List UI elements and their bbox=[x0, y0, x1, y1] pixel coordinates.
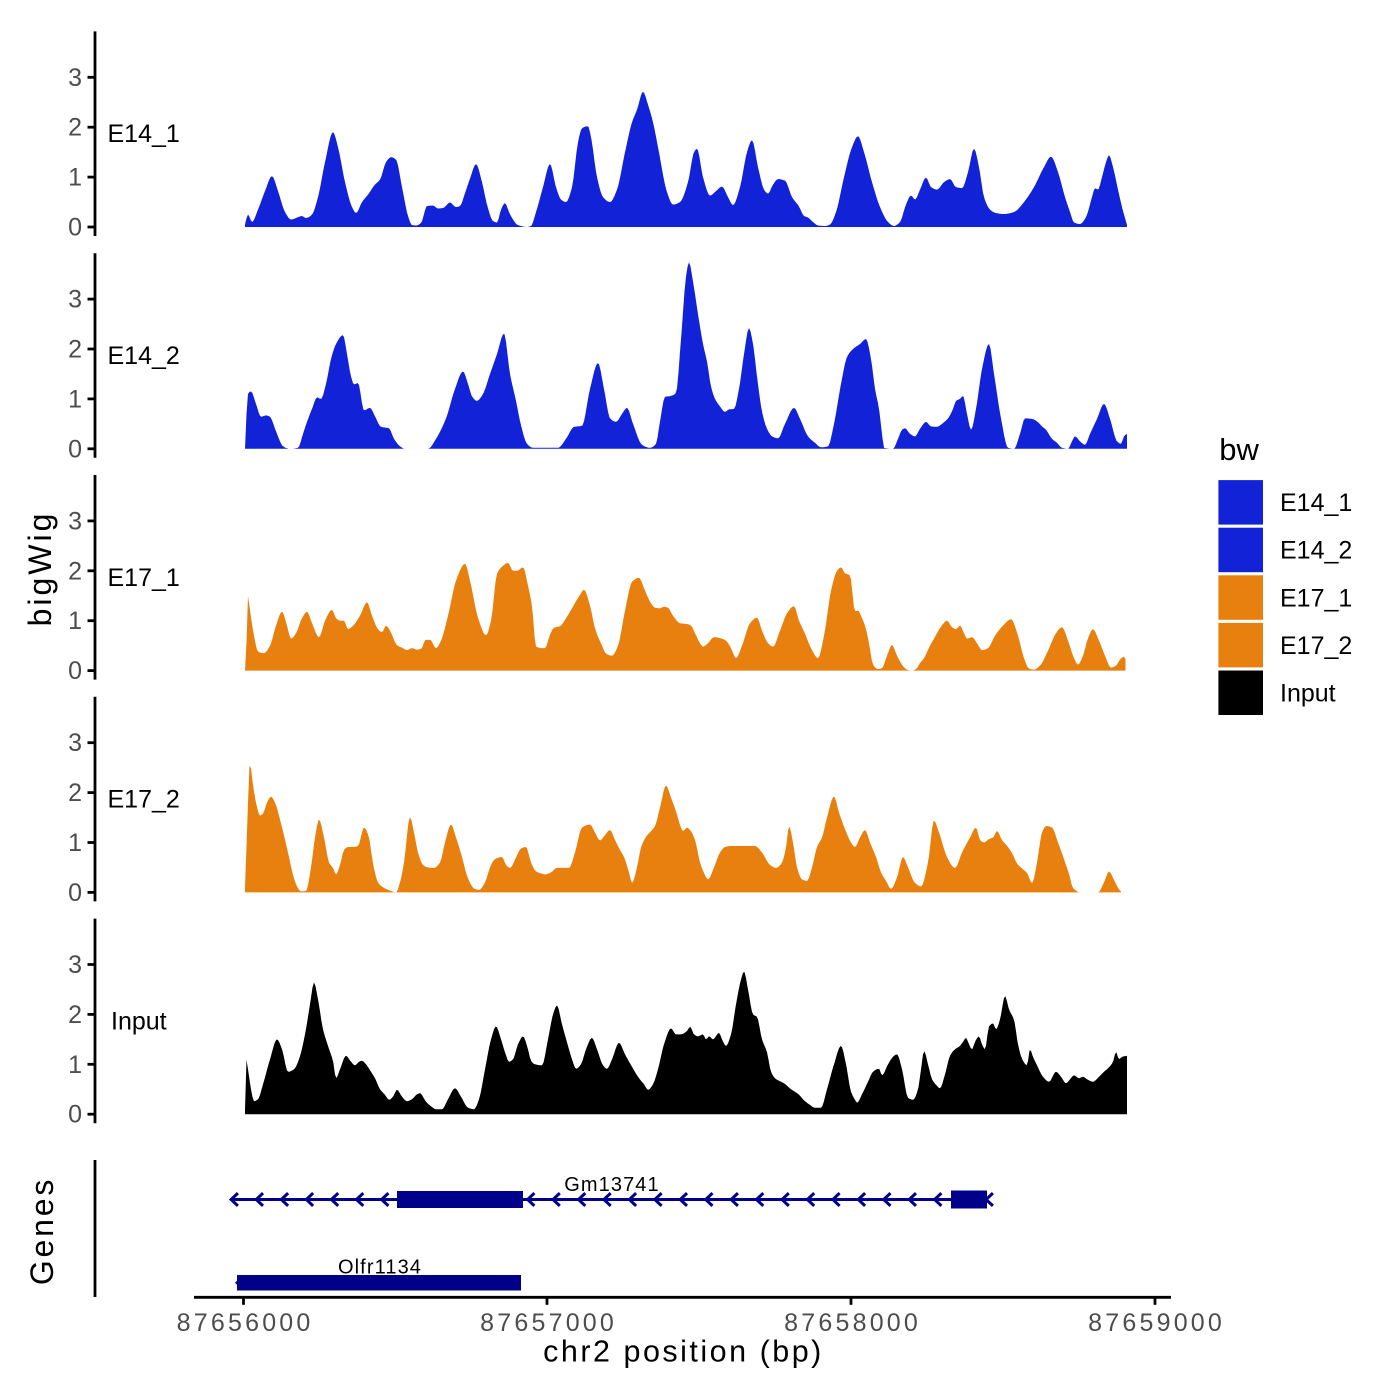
svg-text:87657000: 87657000 bbox=[480, 1309, 617, 1337]
svg-text:2: 2 bbox=[68, 336, 82, 364]
svg-text:2: 2 bbox=[68, 114, 82, 142]
svg-text:87658000: 87658000 bbox=[784, 1309, 921, 1337]
svg-text:Olfr1134: Olfr1134 bbox=[338, 1257, 422, 1279]
svg-text:0: 0 bbox=[68, 214, 82, 242]
svg-text:1: 1 bbox=[68, 1051, 82, 1079]
svg-text:87659000: 87659000 bbox=[1088, 1309, 1225, 1337]
svg-text:E14_1: E14_1 bbox=[108, 120, 180, 148]
svg-text:E14_2: E14_2 bbox=[1280, 537, 1352, 565]
svg-text:E14_1: E14_1 bbox=[1280, 489, 1352, 517]
svg-text:0: 0 bbox=[68, 879, 82, 907]
svg-text:bw: bw bbox=[1219, 432, 1259, 467]
svg-text:Input: Input bbox=[1280, 680, 1336, 708]
svg-text:E17_2: E17_2 bbox=[1280, 632, 1352, 660]
svg-text:1: 1 bbox=[68, 607, 82, 635]
svg-text:E14_2: E14_2 bbox=[108, 342, 180, 370]
svg-text:2: 2 bbox=[68, 557, 82, 585]
svg-text:3: 3 bbox=[68, 64, 82, 92]
svg-text:1: 1 bbox=[68, 164, 82, 192]
svg-text:0: 0 bbox=[68, 435, 82, 463]
svg-text:1: 1 bbox=[68, 385, 82, 413]
svg-text:2: 2 bbox=[68, 1001, 82, 1029]
svg-text:E17_1: E17_1 bbox=[1280, 584, 1352, 612]
svg-text:E17_1: E17_1 bbox=[108, 564, 180, 592]
svg-text:2: 2 bbox=[68, 779, 82, 807]
svg-text:Genes: Genes bbox=[24, 1177, 60, 1285]
svg-text:3: 3 bbox=[68, 951, 82, 979]
svg-text:1: 1 bbox=[68, 829, 82, 857]
svg-text:bigWig: bigWig bbox=[22, 511, 58, 627]
svg-text:87656000: 87656000 bbox=[177, 1309, 314, 1337]
svg-text:0: 0 bbox=[68, 657, 82, 685]
svg-text:0: 0 bbox=[68, 1101, 82, 1129]
svg-text:3: 3 bbox=[68, 507, 82, 535]
svg-text:E17_2: E17_2 bbox=[108, 786, 180, 814]
svg-text:Gm13741: Gm13741 bbox=[564, 1174, 660, 1196]
svg-text:Input: Input bbox=[111, 1007, 167, 1035]
svg-text:3: 3 bbox=[68, 286, 82, 314]
svg-text:3: 3 bbox=[68, 729, 82, 757]
svg-text:chr2 position (bp): chr2 position (bp) bbox=[543, 1335, 824, 1369]
